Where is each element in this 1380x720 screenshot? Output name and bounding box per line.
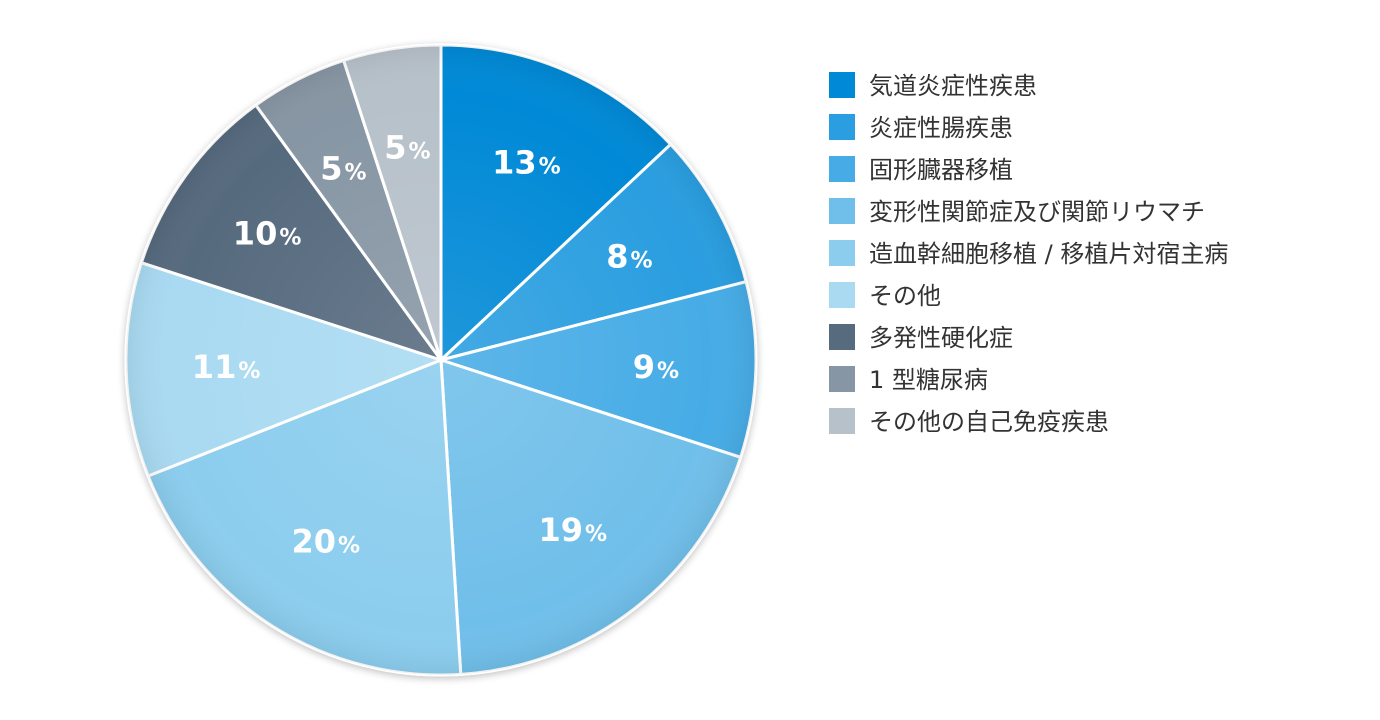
slice-value-label-2: 8% bbox=[606, 237, 652, 275]
slice-labels: 13% 8% 9% 19% 20% 11% 10% 5% 5% bbox=[192, 129, 679, 561]
slice-value-label-3: 9% bbox=[633, 348, 679, 386]
slice-value-label-6: 11% bbox=[192, 348, 261, 386]
legend-swatch-4 bbox=[829, 198, 855, 224]
legend-label-2: 炎症性腸疾患 bbox=[869, 114, 1013, 142]
legend-swatch-6 bbox=[829, 282, 855, 308]
slice-value-label-5: 20% bbox=[292, 523, 361, 561]
legend-swatch-1 bbox=[829, 72, 855, 98]
slice-value-label-9: 5% bbox=[384, 129, 430, 167]
legend-swatch-5 bbox=[829, 240, 855, 266]
legend-label-1: 気道炎症性疾患 bbox=[869, 72, 1037, 100]
slice-value-label-7: 10% bbox=[233, 215, 302, 253]
slice-value-label-4: 19% bbox=[539, 511, 608, 549]
legend-label-4: 変形性関節症及び関節リウマチ bbox=[869, 198, 1205, 226]
slice-value-label-1: 13% bbox=[492, 144, 561, 182]
legend: 気道炎症性疾患炎症性腸疾患固形臓器移植変形性関節症及び関節リウマチ造血幹細胞移植… bbox=[829, 72, 1228, 436]
legend-swatch-7 bbox=[829, 324, 855, 350]
legend-swatch-2 bbox=[829, 114, 855, 140]
legend-label-8: 1 型糖尿病 bbox=[869, 366, 988, 394]
legend-label-5: 造血幹細胞移植 / 移植片対宿主病 bbox=[869, 240, 1228, 268]
legend-label-3: 固形臓器移植 bbox=[869, 156, 1013, 184]
legend-label-6: その他 bbox=[869, 282, 941, 310]
legend-swatch-3 bbox=[829, 156, 855, 182]
legend-swatch-9 bbox=[829, 408, 855, 434]
legend-label-9: その他の自己免疫疾患 bbox=[869, 408, 1109, 436]
legend-label-7: 多発性硬化症 bbox=[869, 324, 1013, 352]
slice-value-label-8: 5% bbox=[320, 149, 366, 187]
legend-swatch-8 bbox=[829, 366, 855, 392]
